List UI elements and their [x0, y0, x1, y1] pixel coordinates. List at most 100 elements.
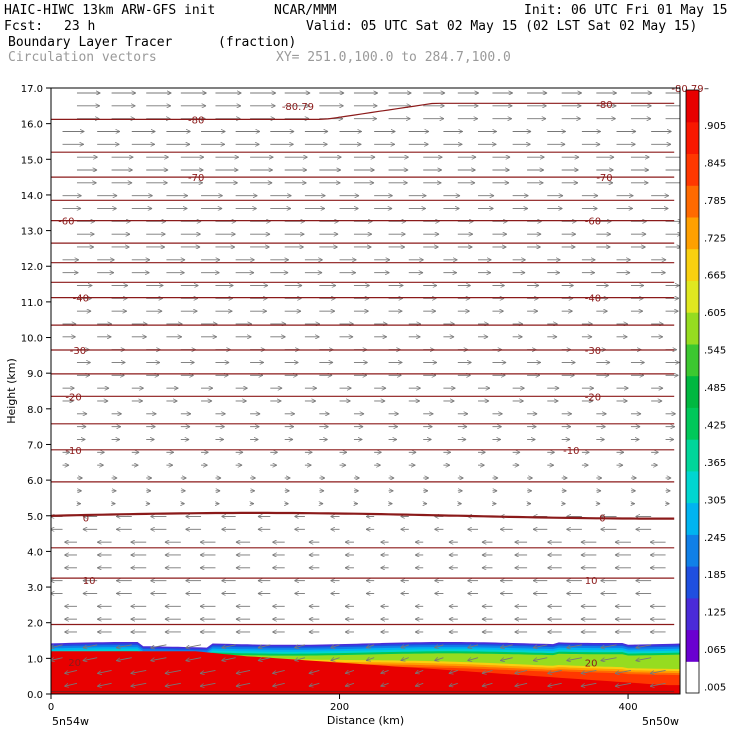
- colorbar-label: .605: [704, 308, 726, 319]
- circulation-vector: [636, 657, 652, 661]
- contour-label: 20: [585, 659, 598, 670]
- circulation-vector: [401, 658, 409, 661]
- colorbar-label: .365: [704, 458, 726, 469]
- y-tick-label: 7.0: [27, 440, 43, 451]
- circulation-vector: [200, 682, 216, 686]
- circulation-vector: [236, 682, 251, 686]
- y-tick-label: 5.0: [27, 512, 43, 523]
- circulation-vector: [380, 683, 389, 686]
- plot-background: [51, 88, 680, 694]
- y-tick-label: 1.0: [27, 654, 43, 665]
- x-tick-label: 0: [48, 702, 54, 713]
- y-tick-label: 16.0: [21, 120, 43, 131]
- contour-label: -10: [563, 446, 579, 457]
- contour-label: 0: [83, 514, 89, 525]
- x-end-location: 5n50w: [642, 715, 679, 728]
- colorbar-frame: [685, 89, 700, 694]
- circulation-vector: [380, 670, 389, 673]
- circulation-vector: [581, 682, 597, 686]
- x-tick-label: 400: [619, 702, 638, 713]
- contour-label: -80: [188, 115, 204, 126]
- circulation-vector: [131, 682, 147, 686]
- colorbar-label: .245: [704, 533, 726, 544]
- circulation-vector: [116, 657, 132, 661]
- org-label: NCAR/MMM: [274, 3, 337, 18]
- temperature-contour: [51, 102, 675, 120]
- circulation-vector: [415, 670, 424, 673]
- temperature-contour: [51, 511, 675, 520]
- circulation-vector: [272, 682, 285, 686]
- circulation-vector: [566, 657, 582, 661]
- circulation-vector: [221, 644, 236, 648]
- circulation-vector: [83, 657, 98, 661]
- colorbar-label: .545: [704, 346, 726, 357]
- y-tick-label: 0.0: [27, 690, 43, 701]
- circulation-vector: [401, 645, 409, 648]
- colorbar-segment: [686, 343, 699, 377]
- circulation-vector: [309, 670, 320, 673]
- circulation-vector: [547, 670, 562, 673]
- colorbar-label: .905: [704, 121, 726, 132]
- colorbar-label: .005: [704, 683, 726, 694]
- circulation-vector: [258, 644, 271, 648]
- y-tick-label: 15.0: [21, 155, 43, 166]
- circulation-vector: [601, 644, 617, 648]
- field-name: Boundary Layer Tracer: [8, 35, 173, 50]
- circulation-vector: [566, 644, 582, 648]
- y-tick-label: 12.0: [21, 262, 43, 273]
- circulation-vector: [547, 682, 562, 686]
- circulation-vector: [51, 657, 63, 661]
- circulation-vector: [366, 645, 375, 648]
- colorbar-label: .125: [704, 608, 726, 619]
- circulation-vector: [467, 657, 479, 661]
- x-start-location: 5n54w: [52, 715, 89, 728]
- contour-label: -70: [188, 173, 204, 184]
- circulation-vector: [165, 670, 181, 673]
- colorbar-segment: [686, 216, 699, 250]
- circulation-vector: [165, 682, 181, 686]
- circulation-vector: [449, 683, 458, 686]
- colorbar-segment: [686, 470, 699, 504]
- contour-label: -80.79: [282, 102, 314, 113]
- circulation-vector: [150, 657, 167, 661]
- fcst-value: 23 h: [64, 19, 96, 34]
- contour-label: 10: [83, 576, 96, 587]
- circulation-vector: [236, 670, 251, 673]
- circulation-vector: [650, 670, 666, 673]
- contour-label: -20: [65, 392, 81, 403]
- circulation-vector: [294, 657, 306, 661]
- init-time: Init: 06 UTC Fri 01 May 15: [524, 3, 728, 18]
- colorbar-segment: [686, 661, 699, 694]
- contour-label: 20: [68, 658, 81, 669]
- colorbar-label: .065: [704, 645, 726, 656]
- contour-label: 0: [599, 514, 605, 525]
- y-tick-label: 8.0: [27, 405, 43, 416]
- colorbar-label: .845: [704, 158, 726, 169]
- colorbar-segment: [686, 312, 699, 345]
- colorbar-segment: [686, 502, 699, 535]
- x-axis-label: Distance (km): [327, 714, 404, 727]
- y-tick-label: 10.0: [21, 334, 43, 345]
- contour-label: -30: [585, 346, 601, 357]
- colorbar-segment: [686, 407, 699, 440]
- field-units: (fraction): [218, 35, 297, 50]
- model-title: HAIC-HIWC 13km ARW-GFS init: [4, 3, 216, 18]
- y-tick-label: 14.0: [21, 191, 43, 202]
- colorbar-label: .665: [704, 271, 726, 282]
- circulation-vector: [482, 682, 493, 686]
- y-tick-label: 3.0: [27, 583, 43, 594]
- circulation-vector: [533, 644, 548, 648]
- contour-label: -40: [73, 294, 89, 305]
- circulation-vector: [331, 658, 340, 661]
- colorbar-segment: [686, 597, 699, 631]
- circulation-vector: [51, 644, 63, 648]
- circulation-vector: [186, 657, 202, 661]
- circulation-vector: [449, 670, 458, 673]
- y-tick-label: 11.0: [21, 298, 43, 309]
- colorbar-segment: [686, 439, 699, 472]
- circulation-vector: [345, 670, 355, 673]
- circulation-vector: [366, 658, 375, 661]
- colorbar-label: .785: [704, 196, 726, 207]
- circulation-vector: [345, 683, 355, 686]
- circulation-vector: [116, 644, 132, 648]
